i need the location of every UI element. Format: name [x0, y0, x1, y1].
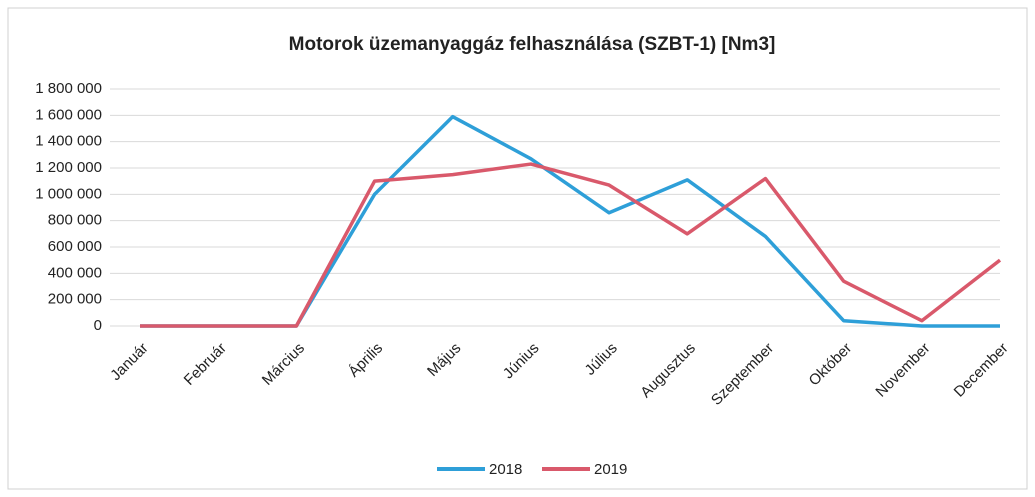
y-tick-label: 1 400 000 [35, 133, 102, 150]
y-tick-label: 1 600 000 [35, 106, 102, 123]
y-tick-label: 400 000 [48, 264, 102, 281]
legend-label: 2018 [489, 461, 522, 478]
y-tick-label: 0 [94, 317, 102, 334]
chart-title: Motorok üzemanyaggáz felhasználása (SZBT… [289, 34, 776, 55]
y-tick-label: 1 800 000 [35, 80, 102, 97]
y-tick-label: 1 200 000 [35, 159, 102, 176]
series-line [140, 162, 1002, 328]
y-tick-label: 800 000 [48, 212, 102, 229]
y-tick-label: 200 000 [48, 291, 102, 308]
legend-label: 2019 [594, 461, 627, 478]
y-tick-label: 1 000 000 [35, 185, 102, 202]
chart-border [7, 7, 1028, 490]
y-tick-label: 600 000 [48, 238, 102, 255]
